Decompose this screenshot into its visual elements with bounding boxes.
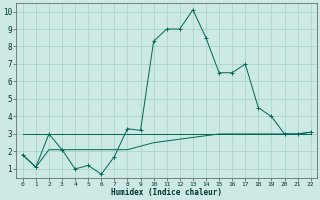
X-axis label: Humidex (Indice chaleur): Humidex (Indice chaleur): [111, 188, 222, 197]
